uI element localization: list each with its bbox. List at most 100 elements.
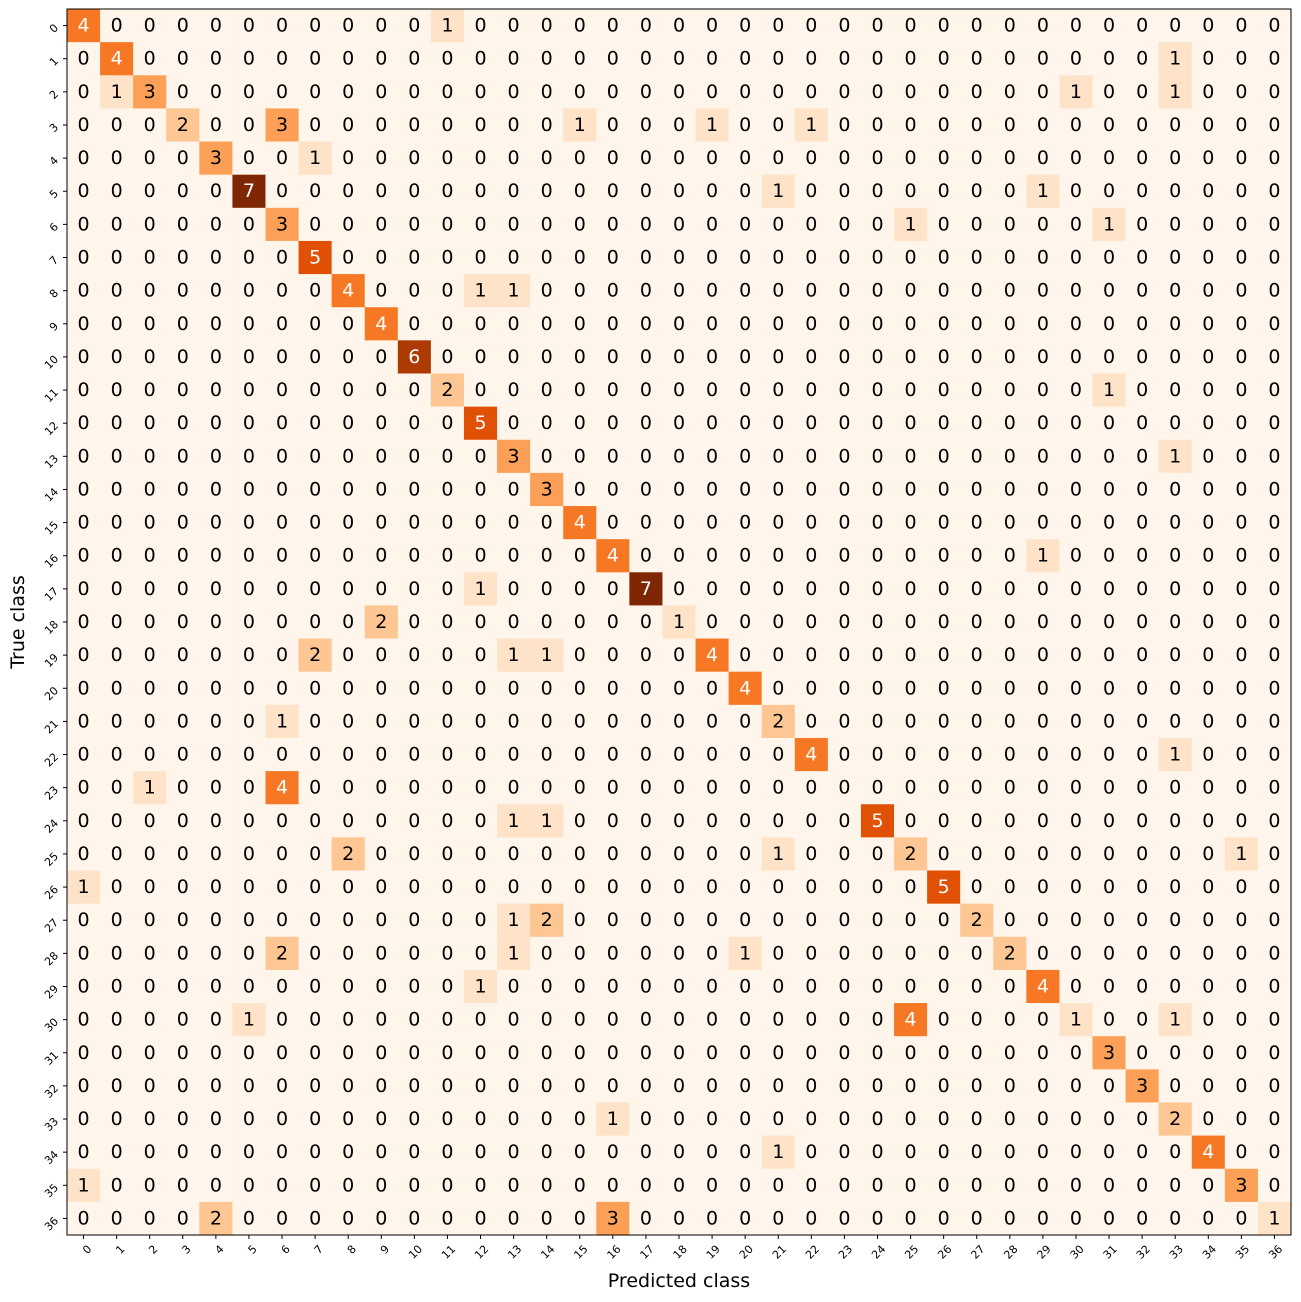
heatmap-cell xyxy=(1224,572,1259,607)
cell-value-label: 0 xyxy=(1169,512,1181,534)
cell-value-label: 0 xyxy=(144,445,156,467)
cell-value-label: 0 xyxy=(1136,81,1148,103)
heatmap-cell xyxy=(199,406,233,441)
cell-value-label: 0 xyxy=(1169,280,1181,302)
cell-value-label: 4 xyxy=(77,15,89,37)
cell-value-label: 0 xyxy=(210,1174,222,1196)
cell-value-label: 0 xyxy=(144,710,156,732)
cell-value-label: 1 xyxy=(772,843,784,865)
cell-value-label: 0 xyxy=(1070,213,1082,235)
heatmap-cell xyxy=(166,506,200,540)
cell-value-label: 1 xyxy=(508,280,520,302)
cell-value-label: 0 xyxy=(1202,843,1214,865)
cell-value-label: 0 xyxy=(1235,744,1247,766)
cell-value-label: 0 xyxy=(441,644,453,666)
heatmap-cell xyxy=(397,274,432,308)
heatmap-cell xyxy=(563,506,597,540)
cell-value-label: 0 xyxy=(772,1075,784,1097)
cell-value-label: 0 xyxy=(1103,545,1115,567)
heatmap-cell xyxy=(331,373,366,408)
cell-value-label: 0 xyxy=(1268,445,1280,467)
cell-value-label: 0 xyxy=(177,744,189,766)
heatmap-cell xyxy=(1092,108,1127,143)
heatmap-cell xyxy=(67,9,101,43)
cell-value-label: 0 xyxy=(574,313,586,335)
cell-value-label: 0 xyxy=(574,1042,586,1064)
heatmap-cell xyxy=(67,506,101,540)
heatmap-cell xyxy=(530,42,564,76)
cell-value-label: 0 xyxy=(541,876,553,898)
heatmap-cell xyxy=(67,141,101,176)
cell-value-label: 0 xyxy=(739,777,751,799)
cell-value-label: 0 xyxy=(375,15,387,37)
cell-value-label: 0 xyxy=(243,909,255,931)
cell-value-label: 1 xyxy=(1103,379,1115,401)
cell-value-label: 0 xyxy=(706,578,718,600)
cell-value-label: 0 xyxy=(342,810,354,832)
cell-value-label: 0 xyxy=(1103,114,1115,136)
cell-value-label: 0 xyxy=(342,445,354,467)
cell-value-label: 0 xyxy=(1004,1141,1016,1163)
cell-value-label: 0 xyxy=(1037,445,1049,467)
cell-value-label: 0 xyxy=(111,512,123,534)
cell-value-label: 0 xyxy=(871,1075,883,1097)
cell-value-label: 0 xyxy=(1202,48,1214,70)
cell-value-label: 0 xyxy=(309,876,321,898)
heatmap-cell xyxy=(166,42,200,76)
cell-value-label: 0 xyxy=(673,379,685,401)
cell-value-label: 0 xyxy=(441,1207,453,1229)
cell-value-label: 0 xyxy=(1037,1174,1049,1196)
heatmap-cell xyxy=(794,572,829,607)
heatmap-cell xyxy=(728,307,763,341)
cell-value-label: 0 xyxy=(1235,280,1247,302)
cell-value-label: 0 xyxy=(706,843,718,865)
cell-value-label: 0 xyxy=(1235,810,1247,832)
cell-value-label: 0 xyxy=(441,777,453,799)
cell-value-label: 0 xyxy=(1103,48,1115,70)
cell-value-label: 0 xyxy=(309,346,321,368)
cell-value-label: 0 xyxy=(1004,445,1016,467)
cell-value-label: 0 xyxy=(838,313,850,335)
cell-value-label: 0 xyxy=(1070,1207,1082,1229)
cell-value-label: 0 xyxy=(408,545,420,567)
heatmap-cell xyxy=(463,207,498,242)
cell-value-label: 0 xyxy=(1268,1009,1280,1031)
heatmap-cell xyxy=(133,75,167,110)
cell-value-label: 0 xyxy=(607,1141,619,1163)
cell-value-label: 0 xyxy=(1004,114,1016,136)
cell-value-label: 0 xyxy=(276,346,288,368)
cell-value-label: 0 xyxy=(541,1207,553,1229)
cell-value-label: 0 xyxy=(342,247,354,269)
heatmap-cell xyxy=(67,274,101,308)
cell-value-label: 1 xyxy=(243,1009,255,1031)
cell-value-label: 0 xyxy=(1235,611,1247,633)
cell-value-label: 0 xyxy=(838,1108,850,1130)
cell-value-label: 0 xyxy=(144,1042,156,1064)
cell-value-label: 0 xyxy=(1202,412,1214,434)
cell-value-label: 0 xyxy=(938,810,950,832)
cell-value-label: 0 xyxy=(508,379,520,401)
heatmap-cell xyxy=(596,572,630,607)
cell-value-label: 0 xyxy=(1037,611,1049,633)
heatmap-cell xyxy=(133,572,167,607)
heatmap-cell xyxy=(67,373,101,408)
heatmap-cell xyxy=(397,340,432,375)
cell-value-label: 0 xyxy=(739,280,751,302)
cell-value-label: 0 xyxy=(474,1108,486,1130)
heatmap-cell xyxy=(199,42,233,76)
cell-value-label: 0 xyxy=(772,578,784,600)
cell-value-label: 0 xyxy=(508,777,520,799)
cell-value-label: 0 xyxy=(177,147,189,169)
cell-value-label: 0 xyxy=(607,114,619,136)
cell-value-label: 0 xyxy=(1004,247,1016,269)
heatmap-cell xyxy=(993,506,1027,540)
heatmap-cell xyxy=(232,506,267,540)
cell-value-label: 0 xyxy=(342,876,354,898)
x-axis-label: Predicted class xyxy=(608,1270,750,1292)
cell-value-label: 0 xyxy=(375,280,387,302)
cell-value-label: 0 xyxy=(1103,81,1115,103)
cell-value-label: 0 xyxy=(276,280,288,302)
cell-value-label: 0 xyxy=(111,942,123,964)
cell-value-label: 0 xyxy=(1037,843,1049,865)
cell-value-label: 0 xyxy=(375,48,387,70)
